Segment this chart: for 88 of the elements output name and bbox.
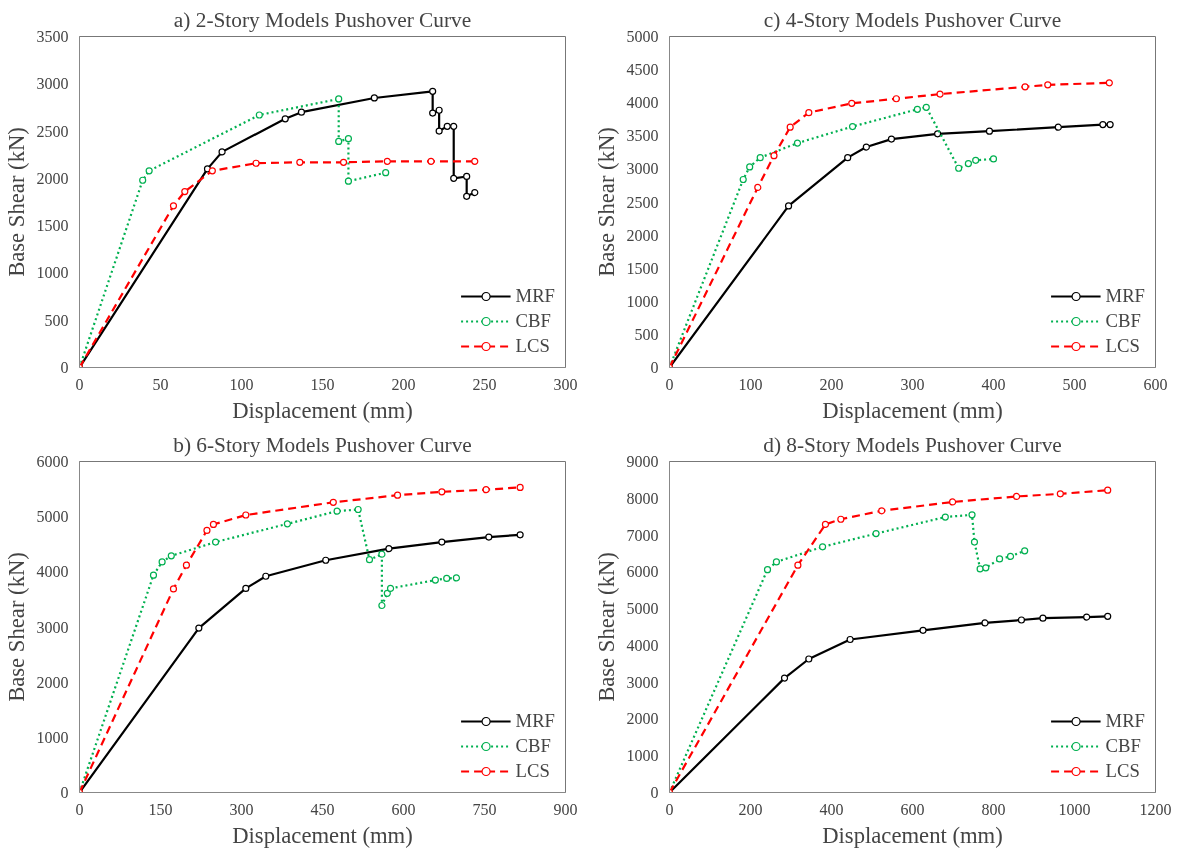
chart-title: a) 2-Story Models Pushover Curve (173, 7, 472, 32)
legend-label: LCS (1105, 760, 1140, 782)
x-tick-label: 100 (229, 375, 254, 393)
y-tick-label: 500 (634, 325, 659, 343)
x-tick-label: 250 (472, 375, 497, 393)
y-tick-label: 1000 (36, 264, 69, 282)
x-tick-label: 200 (819, 375, 844, 393)
y-tick-label: 3500 (36, 28, 69, 45)
y-tick-label: 2500 (626, 193, 659, 211)
x-tick-label: 450 (310, 800, 335, 818)
x-tick-label: 300 (900, 375, 925, 393)
y-tick-label: 2000 (626, 710, 659, 728)
y-tick-label: 4500 (626, 61, 659, 79)
y-tick-label: 3000 (626, 160, 659, 178)
x-tick-label: 600 (391, 800, 416, 818)
y-tick-label: 4000 (626, 636, 659, 654)
y-tick-label: 5000 (626, 600, 659, 618)
legend-label: CBF (515, 310, 551, 332)
y-tick-label: 2000 (36, 673, 69, 691)
legend-label: MRF (515, 710, 555, 732)
x-tick-label: 0 (665, 800, 674, 818)
y-tick-label: 1500 (36, 217, 69, 235)
y-tick-label: 2000 (626, 226, 659, 244)
x-tick-label: 0 (665, 375, 674, 393)
y-tick-label: 500 (44, 311, 69, 329)
chart-title: d) 8-Story Models Pushover Curve (763, 432, 1062, 457)
x-tick-label: 400 (819, 800, 844, 818)
x-tick-label: 0 (75, 800, 84, 818)
legend-label: CBF (1105, 310, 1141, 332)
y-tick-label: 3000 (36, 75, 69, 93)
y-tick-label: 3500 (626, 127, 659, 145)
x-tick-label: 600 (1143, 375, 1168, 393)
x-tick-label: 200 (391, 375, 416, 393)
y-tick-label: 1000 (626, 747, 659, 765)
y-axis-title: Base Shear (kN) (3, 552, 29, 702)
y-tick-label: 6000 (626, 563, 659, 581)
x-tick-label: 0 (75, 375, 84, 393)
y-axis-title: Base Shear (kN) (593, 552, 619, 702)
x-tick-label: 200 (738, 800, 763, 818)
y-tick-label: 5000 (36, 508, 69, 526)
x-tick-label: 400 (981, 375, 1006, 393)
y-tick-label: 2500 (36, 122, 69, 140)
x-axis-title: Displacement (mm) (232, 822, 413, 848)
legend-label: LCS (515, 760, 550, 782)
y-axis-title: Base Shear (kN) (3, 127, 29, 277)
x-axis-title: Displacement (mm) (822, 822, 1003, 848)
y-tick-label: 2000 (36, 169, 69, 187)
legend-label: MRF (1105, 285, 1145, 307)
x-tick-label: 50 (152, 375, 169, 393)
y-tick-label: 3000 (36, 618, 69, 636)
y-tick-label: 8000 (626, 489, 659, 507)
y-tick-label: 0 (60, 784, 69, 801)
x-tick-label: 900 (553, 800, 578, 818)
x-tick-label: 600 (900, 800, 925, 818)
legend-label: MRF (515, 285, 555, 307)
y-tick-label: 9000 (626, 453, 659, 470)
x-tick-label: 150 (148, 800, 173, 818)
y-tick-label: 1000 (36, 728, 69, 746)
x-tick-label: 1000 (1058, 800, 1091, 818)
y-tick-label: 0 (650, 359, 659, 376)
legend-label: LCS (515, 335, 550, 357)
x-tick-label: 750 (472, 800, 497, 818)
x-tick-label: 300 (229, 800, 254, 818)
x-tick-label: 150 (310, 375, 335, 393)
legend-label: CBF (515, 735, 551, 757)
x-tick-label: 100 (738, 375, 763, 393)
legend-label: MRF (1105, 710, 1145, 732)
y-tick-label: 3000 (626, 673, 659, 691)
chart-title: b) 6-Story Models Pushover Curve (173, 432, 472, 457)
y-tick-label: 4000 (36, 563, 69, 581)
y-tick-label: 7000 (626, 526, 659, 544)
x-tick-label: 1200 (1139, 800, 1172, 818)
x-tick-label: 800 (981, 800, 1006, 818)
legend-label: LCS (1105, 335, 1140, 357)
y-tick-label: 4000 (626, 94, 659, 112)
x-tick-label: 300 (553, 375, 578, 393)
x-axis-title: Displacement (mm) (232, 397, 413, 423)
y-axis-title: Base Shear (kN) (593, 127, 619, 277)
legend-label: CBF (1105, 735, 1141, 757)
y-tick-label: 0 (650, 784, 659, 801)
y-tick-label: 5000 (626, 28, 659, 45)
x-axis-title: Displacement (mm) (822, 397, 1003, 423)
y-tick-label: 1000 (626, 292, 659, 310)
x-tick-label: 500 (1062, 375, 1087, 393)
y-tick-label: 0 (60, 359, 69, 376)
chart-title: c) 4-Story Models Pushover Curve (763, 7, 1062, 32)
y-tick-label: 1500 (626, 259, 659, 277)
y-tick-label: 6000 (36, 453, 69, 470)
